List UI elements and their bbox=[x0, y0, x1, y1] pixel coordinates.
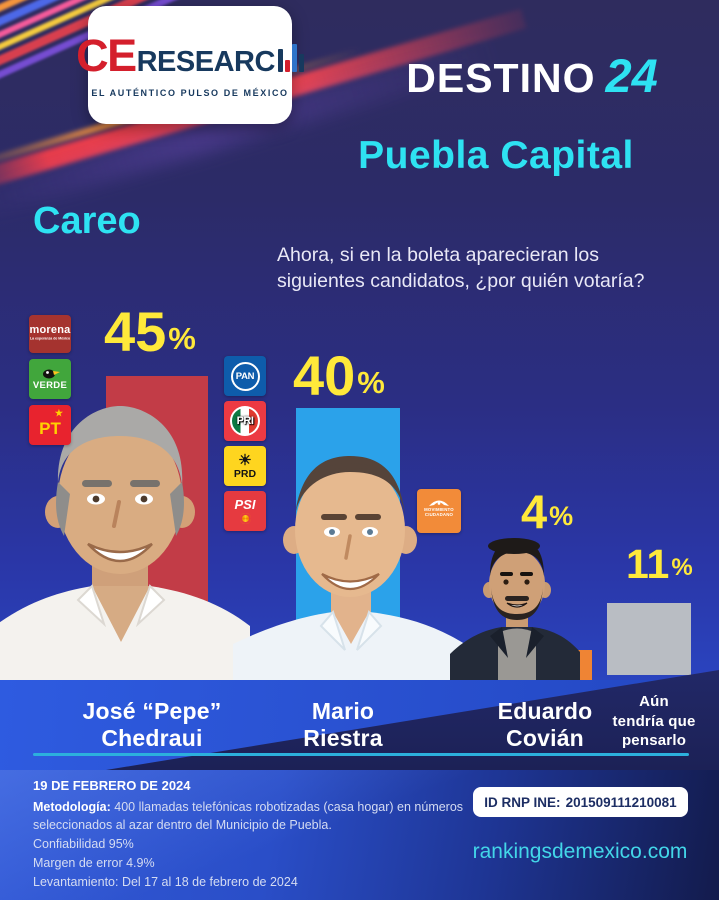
title-year-24: 24 bbox=[605, 49, 658, 102]
poll-question-line1: Ahora, si en la boleta aparecieran los bbox=[277, 244, 599, 266]
brand-logo-card: CE RESEARC EL AUTÉNTICO PULSO DE MÉXICO bbox=[76, 6, 304, 124]
party-logo-psi: PSI bbox=[224, 491, 266, 531]
research-h-bars-icon bbox=[277, 43, 304, 72]
id-rnp-ine-badge: ID RNP INE: 201509111210081 bbox=[473, 787, 688, 817]
candidate-name-riestra: Mario Riestra bbox=[303, 698, 383, 752]
photo-riestra bbox=[233, 456, 468, 680]
cyan-divider-line bbox=[33, 753, 689, 756]
candidate-name-covian: Eduardo Covián bbox=[497, 698, 593, 752]
section-heading-careo: Careo bbox=[33, 200, 141, 242]
party-logo-movimiento-ciudadano: MOVIMIENTO CIUDADANO bbox=[417, 489, 461, 533]
party-logo-pri: PRI bbox=[224, 401, 266, 441]
value-label-chedraui: 45% bbox=[104, 300, 196, 363]
methodology-line: Metodología: 400 llamadas telefónicas ro… bbox=[33, 799, 464, 833]
psi-swirl-icon bbox=[239, 513, 251, 524]
confidence-line: Confiabilidad 95% bbox=[33, 837, 134, 851]
poll-question: Ahora, si en la boleta aparecieran los s… bbox=[277, 243, 713, 295]
pan-circle-icon: PAN bbox=[230, 361, 260, 391]
margin-line: Margen de error 4.9% bbox=[33, 855, 155, 870]
title-destino-24: DESTINO 24 bbox=[352, 48, 712, 103]
pt-star-icon: ★ bbox=[54, 408, 63, 418]
party-logo-prd: ☀ PRD bbox=[224, 446, 266, 486]
pri-tricolor-icon: PRI bbox=[230, 406, 260, 436]
brand-logo: CE RESEARC bbox=[76, 33, 304, 78]
candidate-name-undecided: Aún tendría que pensarlo bbox=[612, 693, 696, 749]
methodology-block: 19 DE FEBRERO DE 2024 Metodología: 400 l… bbox=[33, 776, 465, 891]
website-link[interactable]: rankingsdemexico.com bbox=[472, 840, 688, 863]
brand-tagline: EL AUTÉNTICO PULSO DE MÉXICO bbox=[91, 87, 289, 98]
title-destino: DESTINO bbox=[406, 55, 596, 101]
party-logo-pt: ★ PT bbox=[29, 405, 71, 445]
value-label-covian: 4% bbox=[521, 485, 574, 538]
survey-date: 19 DE FEBRERO DE 2024 bbox=[33, 778, 191, 793]
value-label-undecided: 11% bbox=[626, 541, 693, 587]
prd-sun-icon: ☀ bbox=[238, 451, 252, 469]
party-logo-verde: VERDE bbox=[29, 359, 71, 399]
photo-chedraui bbox=[0, 406, 250, 680]
mc-eagle-icon bbox=[429, 500, 449, 507]
party-logo-pan: PAN bbox=[224, 356, 266, 396]
value-label-riestra: 40% bbox=[293, 344, 385, 407]
candidate-name-chedraui: José “Pepe” Chedraui bbox=[82, 698, 222, 752]
photo-covian bbox=[450, 538, 580, 680]
fieldwork-line: Levantamiento: Del 17 al 18 de febrero d… bbox=[33, 874, 298, 889]
bar-undecided bbox=[607, 603, 691, 675]
brand-research-text: RESEARC bbox=[136, 45, 276, 78]
subtitle-puebla-capital: Puebla Capital bbox=[358, 134, 634, 177]
party-logo-morena: morena La esperanza de México bbox=[29, 315, 71, 353]
brand-ce-text: CE bbox=[76, 29, 137, 81]
verde-toucan-icon bbox=[43, 369, 60, 379]
poll-question-line2: siguientes candidatos, ¿por quién votarí… bbox=[277, 269, 645, 292]
